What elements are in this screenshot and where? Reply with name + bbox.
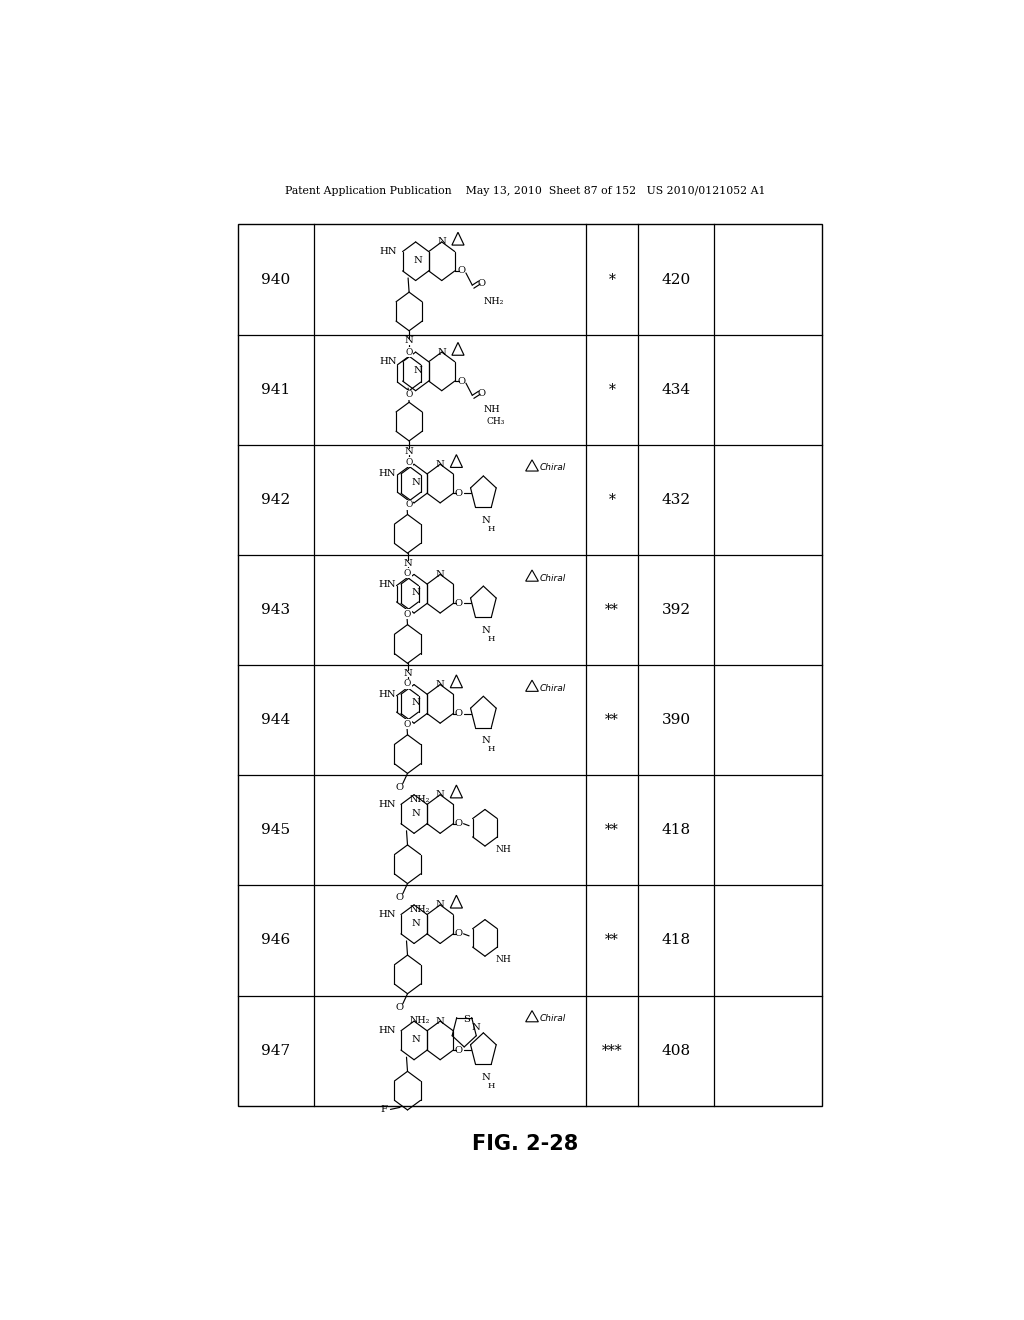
Text: NH: NH <box>496 956 511 965</box>
Text: N: N <box>404 446 414 455</box>
Text: O: O <box>406 391 413 400</box>
Text: O: O <box>457 267 465 276</box>
Text: N: N <box>436 680 444 689</box>
Text: N: N <box>412 919 421 928</box>
Text: N: N <box>437 238 446 247</box>
Text: O: O <box>403 678 412 688</box>
Text: HN: HN <box>378 579 395 589</box>
Text: N: N <box>481 516 490 525</box>
Text: *: * <box>608 272 615 286</box>
Text: **: ** <box>605 824 618 837</box>
Text: NH₂: NH₂ <box>410 906 429 915</box>
Text: NH: NH <box>483 405 500 414</box>
Text: 432: 432 <box>662 492 691 507</box>
Text: 940: 940 <box>261 272 290 286</box>
Text: O: O <box>403 569 412 578</box>
Text: 418: 418 <box>662 824 691 837</box>
Text: *: * <box>608 383 615 397</box>
Text: 945: 945 <box>261 824 290 837</box>
Text: N: N <box>481 626 490 635</box>
Text: N: N <box>437 347 446 356</box>
Text: N: N <box>412 478 421 487</box>
Text: N: N <box>471 1023 480 1032</box>
Text: N: N <box>436 791 444 799</box>
Text: N: N <box>481 737 490 746</box>
Text: N: N <box>403 558 412 568</box>
Text: O: O <box>455 820 463 828</box>
Text: 943: 943 <box>261 603 290 616</box>
Text: Chiral: Chiral <box>540 684 566 693</box>
Text: FIG. 2-28: FIG. 2-28 <box>472 1134 578 1154</box>
Text: Patent Application Publication    May 13, 2010  Sheet 87 of 152   US 2010/012105: Patent Application Publication May 13, 2… <box>285 186 765 195</box>
Text: N: N <box>414 256 422 265</box>
Text: 941: 941 <box>261 383 290 397</box>
Text: NH₂: NH₂ <box>483 297 504 306</box>
Text: O: O <box>395 1003 403 1012</box>
Text: **: ** <box>605 933 618 948</box>
Text: N: N <box>412 1035 421 1044</box>
Text: Chiral: Chiral <box>540 574 566 582</box>
Text: HN: HN <box>378 690 395 698</box>
Text: HN: HN <box>380 358 397 366</box>
Text: O: O <box>406 347 413 356</box>
Text: 418: 418 <box>662 933 691 948</box>
Text: O: O <box>455 488 463 498</box>
Text: N: N <box>412 589 421 597</box>
Bar <box>238 224 822 1106</box>
Text: N: N <box>403 669 412 678</box>
Text: O: O <box>455 929 463 939</box>
Text: Chiral: Chiral <box>540 1014 566 1023</box>
Text: O: O <box>478 279 485 288</box>
Text: **: ** <box>605 603 618 616</box>
Text: **: ** <box>605 713 618 727</box>
Text: N: N <box>404 337 414 346</box>
Text: O: O <box>395 894 403 903</box>
Text: 392: 392 <box>662 603 691 616</box>
Text: N: N <box>412 698 421 708</box>
Text: 390: 390 <box>662 713 691 727</box>
Text: O: O <box>478 389 485 397</box>
Text: F: F <box>381 1105 388 1114</box>
Text: N: N <box>481 1073 490 1082</box>
Text: HN: HN <box>380 247 397 256</box>
Text: HN: HN <box>378 800 395 809</box>
Text: H: H <box>487 1081 495 1090</box>
Text: O: O <box>406 458 413 467</box>
Text: 434: 434 <box>662 383 691 397</box>
Text: 942: 942 <box>261 492 290 507</box>
Text: H: H <box>487 744 495 754</box>
Text: NH₂: NH₂ <box>410 796 429 804</box>
Text: N: N <box>414 366 422 375</box>
Text: S: S <box>463 1015 470 1024</box>
Text: HN: HN <box>378 909 395 919</box>
Text: O: O <box>403 719 412 729</box>
Text: ***: *** <box>601 1044 623 1057</box>
Text: CH₃: CH₃ <box>486 417 505 426</box>
Text: 420: 420 <box>662 272 691 286</box>
Text: N: N <box>436 900 444 909</box>
Text: O: O <box>403 610 412 619</box>
Text: H: H <box>487 525 495 533</box>
Text: N: N <box>436 1016 444 1026</box>
Text: O: O <box>406 500 413 510</box>
Text: O: O <box>395 783 403 792</box>
Text: NH₂: NH₂ <box>410 1015 429 1024</box>
Text: O: O <box>455 599 463 609</box>
Text: O: O <box>455 1045 463 1055</box>
Text: N: N <box>412 809 421 817</box>
Text: HN: HN <box>378 1026 395 1035</box>
Text: *: * <box>608 492 615 507</box>
Text: HN: HN <box>378 470 395 478</box>
Text: O: O <box>455 709 463 718</box>
Text: N: N <box>436 459 444 469</box>
Text: Chiral: Chiral <box>540 463 566 473</box>
Text: 946: 946 <box>261 933 290 948</box>
Text: 408: 408 <box>662 1044 691 1057</box>
Text: H: H <box>487 635 495 643</box>
Text: 947: 947 <box>261 1044 290 1057</box>
Text: O: O <box>457 376 465 385</box>
Text: NH: NH <box>496 845 511 854</box>
Text: 944: 944 <box>261 713 290 727</box>
Text: N: N <box>436 570 444 579</box>
